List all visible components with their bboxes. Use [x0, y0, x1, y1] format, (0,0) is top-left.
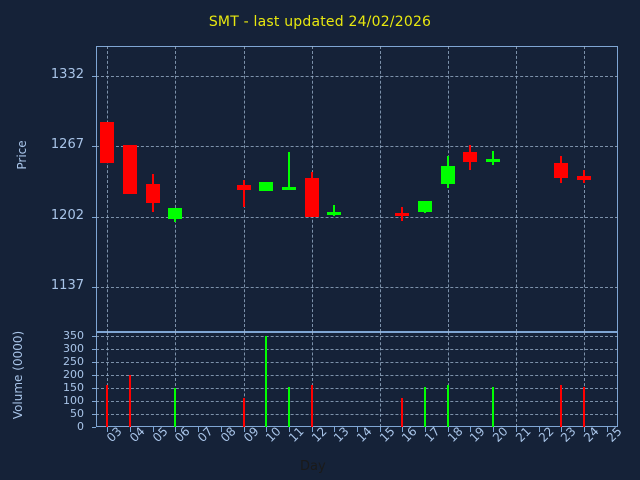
price-tick-label: 1332 — [50, 67, 84, 82]
candle-wick — [492, 151, 494, 165]
x-tick-mark — [425, 427, 426, 432]
x-tick-mark — [516, 427, 517, 432]
volume-bar — [401, 398, 403, 427]
volume-plot-area — [96, 332, 618, 427]
x-tick-mark — [561, 427, 562, 432]
x-tick-mark — [130, 427, 131, 432]
x-tick-mark — [357, 427, 358, 432]
candle-body — [237, 185, 251, 190]
x-tick-mark — [153, 427, 154, 432]
price-tick-label: 1267 — [50, 137, 84, 152]
candle-wick — [243, 180, 245, 207]
volume-tick-label: 150 — [63, 381, 84, 394]
chart-title: SMT - last updated 24/02/2026 — [208, 14, 432, 30]
volume-tick-mark — [92, 414, 96, 415]
x-tick-mark — [289, 427, 290, 432]
volume-tick-label: 300 — [63, 342, 84, 355]
candle-body — [395, 213, 409, 216]
candle-body — [577, 176, 591, 180]
x-axis-title: Day — [300, 459, 326, 474]
volume-tick-label: 50 — [70, 407, 84, 420]
price-plot-area — [96, 46, 618, 332]
volume-tick-label: 0 — [77, 420, 84, 433]
volume-tick-label: 350 — [63, 329, 84, 342]
x-tick-mark — [175, 427, 176, 432]
candle-wick — [288, 152, 290, 189]
volume-tick-mark — [92, 401, 96, 402]
x-tick-mark — [470, 427, 471, 432]
volume-bar — [492, 387, 494, 427]
price-tick-mark — [92, 146, 96, 147]
volume-bar — [447, 385, 449, 427]
volume-bar — [129, 375, 131, 427]
candle-body — [100, 122, 114, 163]
volume-bar — [311, 385, 313, 427]
candle-body — [327, 212, 341, 215]
price-tick-mark — [92, 76, 96, 77]
x-tick-mark — [539, 427, 540, 432]
candle-body — [486, 159, 500, 162]
x-tick-mark — [493, 427, 494, 432]
price-axis-title: Price — [15, 140, 29, 170]
x-tick-mark — [107, 427, 108, 432]
x-tick-mark — [607, 427, 608, 432]
x-tick-mark — [312, 427, 313, 432]
price-tick-mark — [92, 287, 96, 288]
x-tick-mark — [198, 427, 199, 432]
price-tick-label: 1137 — [50, 278, 84, 293]
x-tick-mark — [244, 427, 245, 432]
x-tick-mark — [380, 427, 381, 432]
candle-wick — [333, 205, 335, 216]
x-tick-mark — [402, 427, 403, 432]
volume-tick-mark — [92, 362, 96, 363]
candle-body — [305, 178, 319, 217]
volume-bar — [583, 387, 585, 427]
candle-body — [463, 152, 477, 162]
x-tick-mark — [221, 427, 222, 432]
volume-tick-mark — [92, 375, 96, 376]
volume-tick-mark — [92, 427, 96, 428]
x-tick-mark — [448, 427, 449, 432]
volume-tick-label: 250 — [63, 355, 84, 368]
candle-body — [441, 166, 455, 184]
price-tick-label: 1202 — [50, 208, 84, 223]
volume-bar — [424, 387, 426, 427]
volume-tick-mark — [92, 336, 96, 337]
candle-body — [554, 163, 568, 178]
volume-bar — [174, 388, 176, 427]
volume-tick-mark — [92, 388, 96, 389]
x-tick-mark — [334, 427, 335, 432]
candle-body — [259, 182, 273, 191]
volume-bar — [243, 398, 245, 427]
x-tick-mark — [584, 427, 585, 432]
volume-bar — [560, 385, 562, 427]
candle-body — [123, 145, 137, 194]
candle-body — [282, 187, 296, 190]
candle-body — [146, 184, 160, 203]
volume-tick-label: 100 — [63, 394, 84, 407]
price-tick-mark — [92, 217, 96, 218]
volume-bar — [106, 385, 108, 427]
volume-tick-mark — [92, 349, 96, 350]
volume-bar — [288, 387, 290, 427]
x-tick-mark — [266, 427, 267, 432]
candle-body — [168, 208, 182, 219]
volume-bar — [265, 336, 267, 427]
candle-body — [418, 201, 432, 212]
volume-tick-label: 200 — [63, 368, 84, 381]
